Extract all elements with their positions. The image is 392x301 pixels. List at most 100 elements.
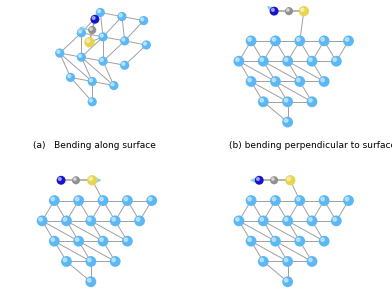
Circle shape <box>90 28 93 30</box>
Circle shape <box>74 178 76 180</box>
Circle shape <box>309 98 312 102</box>
Circle shape <box>77 28 86 37</box>
Circle shape <box>112 218 115 221</box>
Circle shape <box>258 256 269 267</box>
Circle shape <box>234 216 244 226</box>
Circle shape <box>85 216 96 226</box>
Circle shape <box>149 197 152 201</box>
Circle shape <box>88 26 96 34</box>
Circle shape <box>139 16 148 25</box>
Text: (a)   Bending along surface: (a) Bending along surface <box>33 141 156 150</box>
Circle shape <box>87 218 91 221</box>
Circle shape <box>282 216 293 226</box>
Circle shape <box>51 197 54 201</box>
Circle shape <box>284 119 288 122</box>
Circle shape <box>37 216 47 226</box>
Circle shape <box>307 216 318 226</box>
Circle shape <box>143 42 147 45</box>
Circle shape <box>333 58 337 61</box>
Circle shape <box>284 218 288 221</box>
Circle shape <box>51 238 54 241</box>
Circle shape <box>272 238 276 241</box>
Circle shape <box>345 38 349 41</box>
Circle shape <box>272 78 276 82</box>
Circle shape <box>98 236 109 247</box>
Circle shape <box>112 258 115 262</box>
Circle shape <box>294 36 305 46</box>
Circle shape <box>255 176 264 185</box>
Circle shape <box>63 258 67 262</box>
Circle shape <box>282 256 293 267</box>
Circle shape <box>246 195 256 206</box>
Circle shape <box>73 195 84 206</box>
Circle shape <box>307 256 318 267</box>
Circle shape <box>248 78 251 82</box>
Circle shape <box>309 58 312 61</box>
Circle shape <box>96 8 105 17</box>
Circle shape <box>75 238 79 241</box>
Circle shape <box>282 96 293 107</box>
Circle shape <box>256 178 260 180</box>
Circle shape <box>236 58 239 61</box>
Circle shape <box>49 236 60 247</box>
Circle shape <box>270 76 281 87</box>
Circle shape <box>284 98 288 102</box>
Circle shape <box>282 56 293 67</box>
Circle shape <box>248 197 251 201</box>
Circle shape <box>75 197 79 201</box>
Circle shape <box>248 38 251 41</box>
Circle shape <box>55 48 64 58</box>
Circle shape <box>119 14 122 17</box>
Circle shape <box>72 176 80 184</box>
Circle shape <box>294 236 305 247</box>
Circle shape <box>287 177 290 181</box>
Circle shape <box>296 197 300 201</box>
Circle shape <box>122 63 125 65</box>
Circle shape <box>246 236 256 247</box>
Circle shape <box>299 6 309 16</box>
Circle shape <box>109 81 118 90</box>
Circle shape <box>86 39 90 42</box>
Text: (b) bending perpendicular to surface: (b) bending perpendicular to surface <box>229 141 392 150</box>
Circle shape <box>79 30 82 33</box>
Circle shape <box>98 10 100 13</box>
Circle shape <box>146 195 157 206</box>
Circle shape <box>85 276 96 287</box>
Circle shape <box>73 236 84 247</box>
Circle shape <box>122 236 133 247</box>
Circle shape <box>234 56 244 67</box>
Circle shape <box>307 96 318 107</box>
Circle shape <box>272 178 274 180</box>
Circle shape <box>284 258 288 262</box>
Circle shape <box>301 8 304 11</box>
Circle shape <box>270 7 279 16</box>
Circle shape <box>260 218 263 221</box>
Circle shape <box>260 98 263 102</box>
Circle shape <box>258 96 269 107</box>
Circle shape <box>136 218 140 221</box>
Circle shape <box>120 61 129 70</box>
Circle shape <box>117 12 127 21</box>
Circle shape <box>282 276 293 287</box>
Circle shape <box>100 58 103 61</box>
Circle shape <box>272 38 276 41</box>
Circle shape <box>68 75 71 78</box>
Circle shape <box>89 177 93 181</box>
Circle shape <box>87 97 97 106</box>
Circle shape <box>57 50 60 53</box>
Circle shape <box>333 218 337 221</box>
Circle shape <box>309 218 312 221</box>
Circle shape <box>92 17 95 20</box>
Circle shape <box>260 58 263 61</box>
Circle shape <box>85 256 96 267</box>
Circle shape <box>285 175 296 185</box>
Circle shape <box>271 8 274 11</box>
Circle shape <box>319 236 330 247</box>
Circle shape <box>248 238 251 241</box>
Circle shape <box>120 36 129 45</box>
Circle shape <box>296 238 300 241</box>
Circle shape <box>331 216 342 226</box>
Circle shape <box>98 57 108 66</box>
Circle shape <box>246 36 256 46</box>
Circle shape <box>61 216 72 226</box>
